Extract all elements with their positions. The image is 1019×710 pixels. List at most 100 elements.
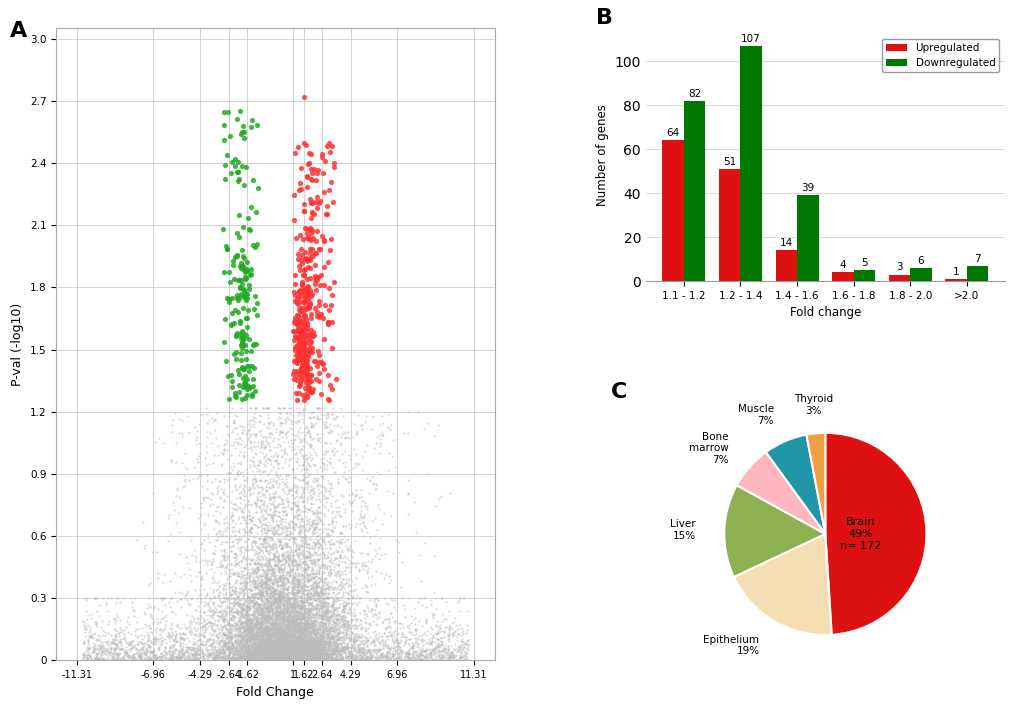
Point <box>422 651 438 662</box>
Point <box>258 635 274 646</box>
Point <box>313 647 329 658</box>
Point <box>260 626 276 638</box>
Point <box>272 633 288 644</box>
Point <box>236 651 253 662</box>
Point <box>223 581 239 593</box>
Point <box>251 616 267 628</box>
Point <box>291 558 308 569</box>
Point <box>316 643 332 655</box>
Point <box>286 572 303 583</box>
Point <box>242 653 258 665</box>
Point <box>297 592 313 604</box>
Point <box>279 640 296 652</box>
Point <box>220 541 236 552</box>
Point <box>303 602 319 613</box>
Point <box>318 409 334 420</box>
Point <box>234 652 251 663</box>
Point <box>436 640 452 651</box>
Point <box>262 643 278 654</box>
Point <box>242 622 258 633</box>
Point <box>310 645 326 657</box>
Point <box>214 536 230 547</box>
Point <box>318 622 334 633</box>
Point <box>315 499 331 510</box>
Point <box>302 635 318 647</box>
Point <box>283 592 300 604</box>
Point <box>294 296 311 307</box>
Point <box>279 540 296 551</box>
Point <box>253 621 269 633</box>
Point <box>274 635 290 647</box>
Point <box>272 575 288 586</box>
Point <box>257 612 273 623</box>
Point <box>222 642 238 653</box>
Point <box>248 632 264 643</box>
Point <box>316 650 332 661</box>
Point <box>299 538 315 550</box>
Point <box>273 550 289 561</box>
Point <box>250 638 266 649</box>
Point <box>292 599 309 611</box>
Point <box>284 557 301 569</box>
Point <box>181 569 198 581</box>
Point <box>306 588 322 599</box>
Point <box>259 624 275 635</box>
Point <box>313 645 329 656</box>
Point <box>131 654 148 665</box>
Point <box>329 640 345 651</box>
Point <box>258 486 274 497</box>
Point <box>226 348 243 359</box>
Point <box>86 646 102 657</box>
Point <box>288 595 305 606</box>
Point <box>409 648 425 659</box>
Point <box>315 592 331 604</box>
Point <box>289 647 306 658</box>
Point <box>312 649 328 660</box>
Point <box>307 278 323 290</box>
Point <box>240 642 257 653</box>
Point <box>346 629 363 640</box>
Point <box>281 647 298 658</box>
Point <box>294 612 311 623</box>
Point <box>237 614 254 626</box>
Point <box>326 569 342 581</box>
Point <box>244 655 260 666</box>
Point <box>248 632 264 643</box>
Point <box>272 586 288 598</box>
Point <box>132 653 149 665</box>
Point <box>271 572 287 583</box>
Point <box>291 635 308 647</box>
Point <box>245 646 261 657</box>
Point <box>248 614 264 626</box>
Point <box>184 592 201 604</box>
Point <box>297 599 313 611</box>
Point <box>285 635 302 646</box>
Point <box>262 557 278 569</box>
Point <box>264 590 280 601</box>
Point <box>308 635 324 647</box>
Point <box>292 562 309 573</box>
Point <box>328 644 344 655</box>
Point <box>418 616 434 627</box>
Point <box>280 568 297 579</box>
Point <box>232 635 249 647</box>
Point <box>183 645 200 656</box>
Point <box>253 525 269 537</box>
Point <box>448 655 465 666</box>
Point <box>252 606 268 618</box>
Point <box>290 621 307 633</box>
Point <box>315 535 331 546</box>
Point <box>283 645 300 656</box>
Point <box>309 642 325 653</box>
Point <box>250 654 266 665</box>
Point <box>232 604 249 615</box>
Point <box>244 540 260 551</box>
Point <box>280 628 297 639</box>
Point <box>298 630 314 642</box>
Point <box>163 455 179 466</box>
Point <box>260 560 276 572</box>
Point <box>236 643 253 655</box>
Point <box>319 523 335 535</box>
Point <box>329 446 345 457</box>
Point <box>337 616 354 628</box>
